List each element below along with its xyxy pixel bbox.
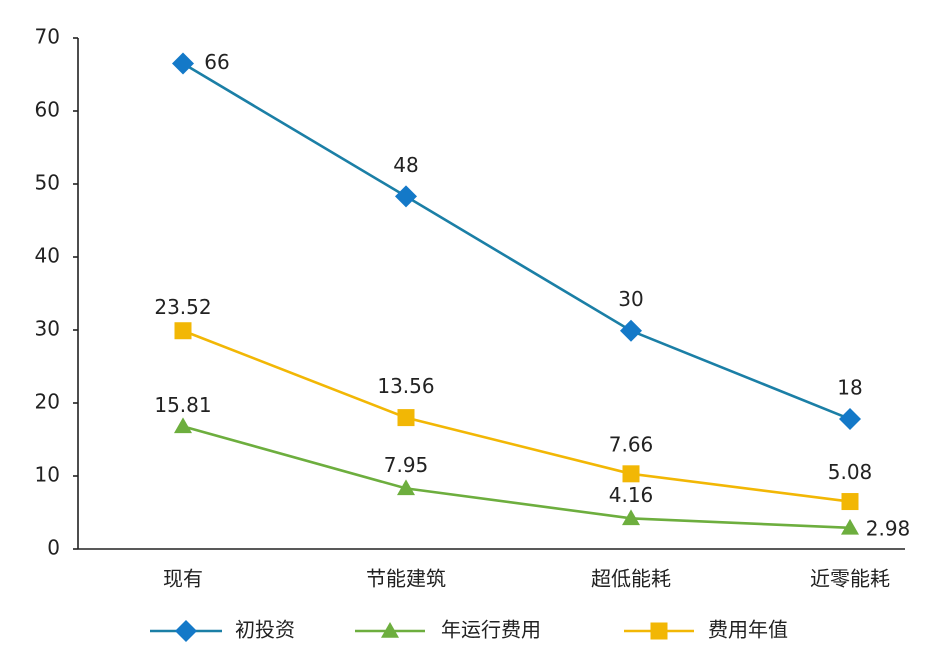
series-line xyxy=(182,62,851,421)
legend-marker xyxy=(650,622,668,640)
y-tick-label: 20 xyxy=(35,390,60,414)
data-point xyxy=(620,319,642,342)
x-tick-label: 近零能耗 xyxy=(810,567,890,591)
data-label: 5.08 xyxy=(828,460,873,484)
data-point xyxy=(839,408,861,431)
data-point xyxy=(395,185,417,208)
series-line xyxy=(182,425,851,530)
data-label: 23.52 xyxy=(154,295,211,319)
data-labels: 66 48 30 18 15.81 7.95 4.16 2.98 23.52 13.56 7.66 5… xyxy=(154,50,910,540)
legend-label: 费用年值 xyxy=(708,618,788,642)
x-tick-label: 节能建筑 xyxy=(366,567,446,591)
data-label: 2.98 xyxy=(866,516,911,540)
y-tick-label: 70 xyxy=(35,25,60,49)
legend-label: 初投资 xyxy=(235,618,295,642)
data-point xyxy=(841,493,859,511)
x-tick-label: 现有 xyxy=(163,567,203,591)
legend: 初投资 年运行费用 费用年值 xyxy=(150,618,788,642)
y-tick-label: 0 xyxy=(47,536,60,560)
series-line xyxy=(182,329,851,503)
data-point xyxy=(622,465,640,483)
data-point xyxy=(397,479,415,496)
data-point xyxy=(174,417,192,434)
axes: 0 10 20 30 40 50 60 70 现有 节能建筑 超低能耗 近零能耗 xyxy=(35,25,905,591)
data-label: 18 xyxy=(837,376,862,400)
y-tick-label: 30 xyxy=(35,317,60,341)
data-label: 7.95 xyxy=(384,453,429,477)
y-tick-label: 10 xyxy=(35,463,60,487)
x-tick-label: 超低能耗 xyxy=(591,567,671,591)
data-point xyxy=(841,518,859,535)
data-point xyxy=(397,409,415,427)
y-tick-label: 60 xyxy=(35,98,60,122)
series-lines xyxy=(182,62,851,530)
legend-marker xyxy=(381,622,399,638)
data-label: 15.81 xyxy=(154,393,211,417)
y-tick-label: 40 xyxy=(35,244,60,268)
data-label: 7.66 xyxy=(609,432,654,456)
legend-marker xyxy=(175,620,197,642)
data-label: 48 xyxy=(393,153,418,177)
data-point xyxy=(174,322,192,340)
data-point xyxy=(622,509,640,526)
data-label: 4.16 xyxy=(609,483,654,507)
data-point xyxy=(172,52,194,75)
legend-label: 年运行费用 xyxy=(441,618,541,642)
y-tick-label: 50 xyxy=(35,171,60,195)
series-markers xyxy=(172,52,861,535)
data-label: 66 xyxy=(204,50,229,74)
data-label: 13.56 xyxy=(377,374,434,398)
data-label: 30 xyxy=(618,287,643,311)
